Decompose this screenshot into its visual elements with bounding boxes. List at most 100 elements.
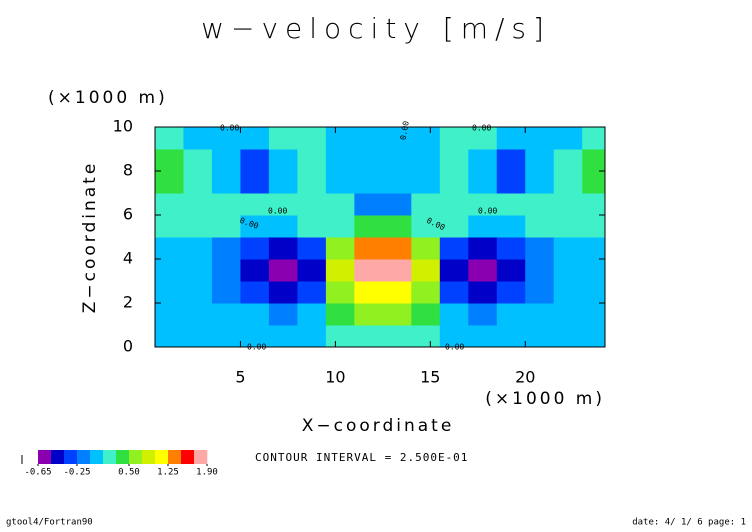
field-cell xyxy=(382,149,412,172)
field-cell xyxy=(468,281,498,304)
field-cell xyxy=(268,303,298,326)
field-cell xyxy=(297,325,327,347)
field-cell xyxy=(582,281,605,304)
field-cell xyxy=(354,325,384,347)
field-cell xyxy=(496,149,526,172)
field-cell xyxy=(411,303,441,326)
field-cell xyxy=(468,259,498,282)
field-cell xyxy=(354,149,384,172)
field-cell xyxy=(211,215,241,238)
field-cell xyxy=(496,215,526,238)
field-cell xyxy=(211,303,241,326)
field-cell xyxy=(411,237,441,260)
field-cell xyxy=(582,215,605,238)
field-cell xyxy=(468,215,498,238)
field-cell xyxy=(240,171,270,194)
field-cell xyxy=(354,259,384,282)
field-cell xyxy=(325,303,355,326)
field-cell xyxy=(582,303,605,326)
field-cell xyxy=(553,303,583,326)
colorbar-box xyxy=(142,450,156,464)
field-cell xyxy=(582,325,605,347)
field-cell xyxy=(411,281,441,304)
field-cell xyxy=(468,237,498,260)
field-cell xyxy=(240,193,270,216)
field-cell xyxy=(183,193,213,216)
field-cell xyxy=(382,193,412,216)
field-cell xyxy=(582,237,605,260)
y-tick-label: 4 xyxy=(123,249,133,268)
field-cell xyxy=(582,149,605,172)
field-cell xyxy=(354,171,384,194)
field-cell xyxy=(582,127,605,150)
field-cell xyxy=(496,303,526,326)
field-cell xyxy=(297,149,327,172)
field-cell xyxy=(354,193,384,216)
field-cell xyxy=(382,127,412,150)
field-cell xyxy=(439,237,469,260)
contour-label: 0.00 xyxy=(268,207,287,216)
field-cell xyxy=(183,303,213,326)
field-cell xyxy=(297,237,327,260)
field-cell xyxy=(297,193,327,216)
colorbar-box xyxy=(129,450,143,464)
field-cell xyxy=(411,215,441,238)
field-cell xyxy=(183,215,213,238)
field-cell xyxy=(439,171,469,194)
field-cell xyxy=(468,325,498,347)
field-cell xyxy=(268,325,298,347)
field-cell xyxy=(496,325,526,347)
field-cell xyxy=(240,127,270,150)
field-cell xyxy=(468,127,498,150)
field-cell xyxy=(155,127,184,150)
field-cell xyxy=(268,193,298,216)
plot-overlay: 0.00 0.00 0.00 0.00 0.00 0.00 0.00 0.00 … xyxy=(154,120,606,352)
field-cell xyxy=(268,127,298,150)
field-cell xyxy=(382,281,412,304)
colorbar-tick-label: -0.65 xyxy=(24,468,51,478)
field-cell xyxy=(354,127,384,150)
contour-label: 0.00 xyxy=(478,207,497,216)
field-cell xyxy=(268,215,298,238)
contour-label: 0.00 xyxy=(472,124,491,133)
field-cell xyxy=(553,149,583,172)
field-cell xyxy=(325,215,355,238)
field-cell xyxy=(211,237,241,260)
field-cell xyxy=(297,215,327,238)
field-cell xyxy=(325,237,355,260)
field-cell xyxy=(183,325,213,347)
field-cell xyxy=(354,303,384,326)
x-unit-label: (×1000 m) xyxy=(485,389,605,409)
colorbar-box xyxy=(51,450,65,464)
field-cell xyxy=(411,127,441,150)
field-cell xyxy=(211,171,241,194)
field-cell xyxy=(155,237,184,260)
y-tick-label: 8 xyxy=(123,161,133,180)
field-cell xyxy=(183,237,213,260)
field-cell xyxy=(183,127,213,150)
colorbar-box xyxy=(38,450,52,464)
field-cell xyxy=(155,259,184,282)
field-cell xyxy=(525,259,555,282)
field-cell xyxy=(553,237,583,260)
field-cell xyxy=(496,127,526,150)
field-cell xyxy=(325,127,355,150)
field-cell xyxy=(325,171,355,194)
field-cell xyxy=(468,171,498,194)
field-cell xyxy=(439,325,469,347)
field-cell xyxy=(525,193,555,216)
contour-label: 0.00 xyxy=(445,343,464,352)
field-cell xyxy=(268,171,298,194)
field-cell xyxy=(325,281,355,304)
field-cell xyxy=(525,237,555,260)
field-cell xyxy=(411,171,441,194)
field-cell xyxy=(155,215,184,238)
field-cell xyxy=(382,171,412,194)
field-cell xyxy=(411,259,441,282)
field-cell xyxy=(496,259,526,282)
colorbar-box xyxy=(77,450,91,464)
colorbar-box xyxy=(116,450,130,464)
colorbar-box xyxy=(181,450,195,464)
colorbar-box xyxy=(168,450,182,464)
